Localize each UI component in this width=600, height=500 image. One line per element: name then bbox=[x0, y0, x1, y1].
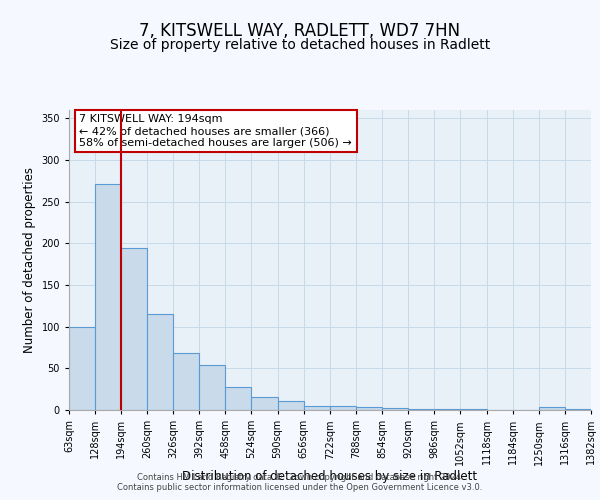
Text: Contains HM Land Registry data © Crown copyright and database right 2024.: Contains HM Land Registry data © Crown c… bbox=[137, 472, 463, 482]
Bar bbox=[278, 401, 304, 410]
Bar bbox=[95, 184, 121, 410]
Bar bbox=[304, 406, 330, 410]
X-axis label: Distribution of detached houses by size in Radlett: Distribution of detached houses by size … bbox=[182, 470, 478, 483]
Bar bbox=[356, 406, 382, 410]
Bar bbox=[330, 406, 356, 410]
Text: 7, KITSWELL WAY, RADLETT, WD7 7HN: 7, KITSWELL WAY, RADLETT, WD7 7HN bbox=[139, 22, 461, 40]
Text: 7 KITSWELL WAY: 194sqm
← 42% of detached houses are smaller (366)
58% of semi-de: 7 KITSWELL WAY: 194sqm ← 42% of detached… bbox=[79, 114, 352, 148]
Bar bbox=[69, 326, 95, 410]
Bar bbox=[226, 386, 251, 410]
Bar bbox=[408, 409, 434, 410]
Text: Contains public sector information licensed under the Open Government Licence v3: Contains public sector information licen… bbox=[118, 482, 482, 492]
Bar bbox=[121, 248, 147, 410]
Bar bbox=[539, 406, 565, 410]
Y-axis label: Number of detached properties: Number of detached properties bbox=[23, 167, 36, 353]
Text: Size of property relative to detached houses in Radlett: Size of property relative to detached ho… bbox=[110, 38, 490, 52]
Bar bbox=[565, 409, 591, 410]
Bar bbox=[199, 365, 226, 410]
Bar bbox=[251, 396, 278, 410]
Bar bbox=[147, 314, 173, 410]
Bar bbox=[173, 354, 199, 410]
Bar bbox=[434, 409, 460, 410]
Bar bbox=[382, 408, 408, 410]
Bar bbox=[460, 409, 487, 410]
